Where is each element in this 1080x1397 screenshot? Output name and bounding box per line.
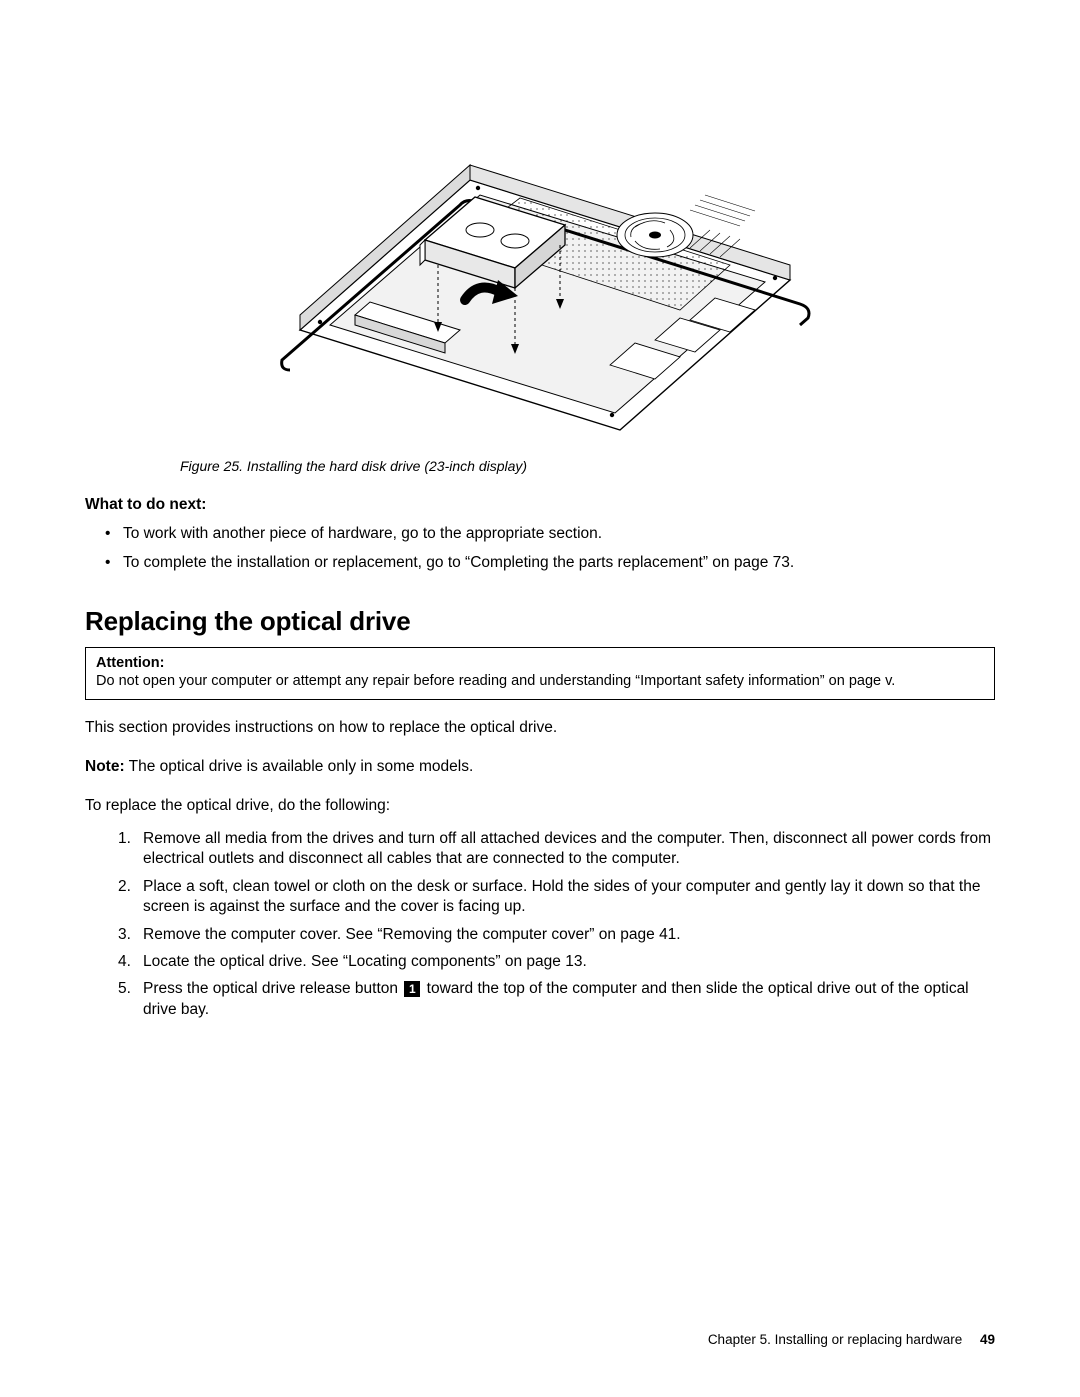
step-item: Remove all media from the drives and tur… <box>85 829 995 870</box>
note-paragraph: Note: The optical drive is available onl… <box>85 757 995 778</box>
footer-page-number: 49 <box>980 1332 995 1347</box>
figure-caption: Figure 25. Installing the hard disk driv… <box>180 458 995 474</box>
step-item: Press the optical drive release button 1… <box>85 979 995 1020</box>
step-item: Place a soft, clean towel or cloth on th… <box>85 877 995 918</box>
attention-label: Attention: <box>96 655 164 671</box>
intro-paragraph: This section provides instructions on ho… <box>85 718 995 739</box>
footer-chapter: Chapter 5. Installing or replacing hardw… <box>708 1332 962 1347</box>
attention-text: Do not open your computer or attempt any… <box>96 673 895 689</box>
section-title: Replacing the optical drive <box>85 606 995 637</box>
attention-box: Attention: Do not open your computer or … <box>85 647 995 700</box>
list-item: To complete the installation or replacem… <box>85 553 995 574</box>
callout-badge: 1 <box>404 981 420 997</box>
what-next-heading: What to do next: <box>85 496 995 514</box>
step-item: Remove the computer cover. See “Removing… <box>85 925 995 945</box>
note-label: Note: <box>85 758 125 775</box>
lead-in-paragraph: To replace the optical drive, do the fol… <box>85 796 995 817</box>
what-next-list: To work with another piece of hardware, … <box>85 524 995 574</box>
hardware-diagram <box>260 70 820 440</box>
list-item: To work with another piece of hardware, … <box>85 524 995 545</box>
steps-list: Remove all media from the drives and tur… <box>85 829 995 1021</box>
page-footer: Chapter 5. Installing or replacing hardw… <box>708 1332 995 1347</box>
step-text-pre: Press the optical drive release button <box>143 980 402 997</box>
step-item: Locate the optical drive. See “Locating … <box>85 952 995 972</box>
figure-container: Figure 25. Installing the hard disk driv… <box>85 70 995 474</box>
note-text: The optical drive is available only in s… <box>125 758 474 775</box>
